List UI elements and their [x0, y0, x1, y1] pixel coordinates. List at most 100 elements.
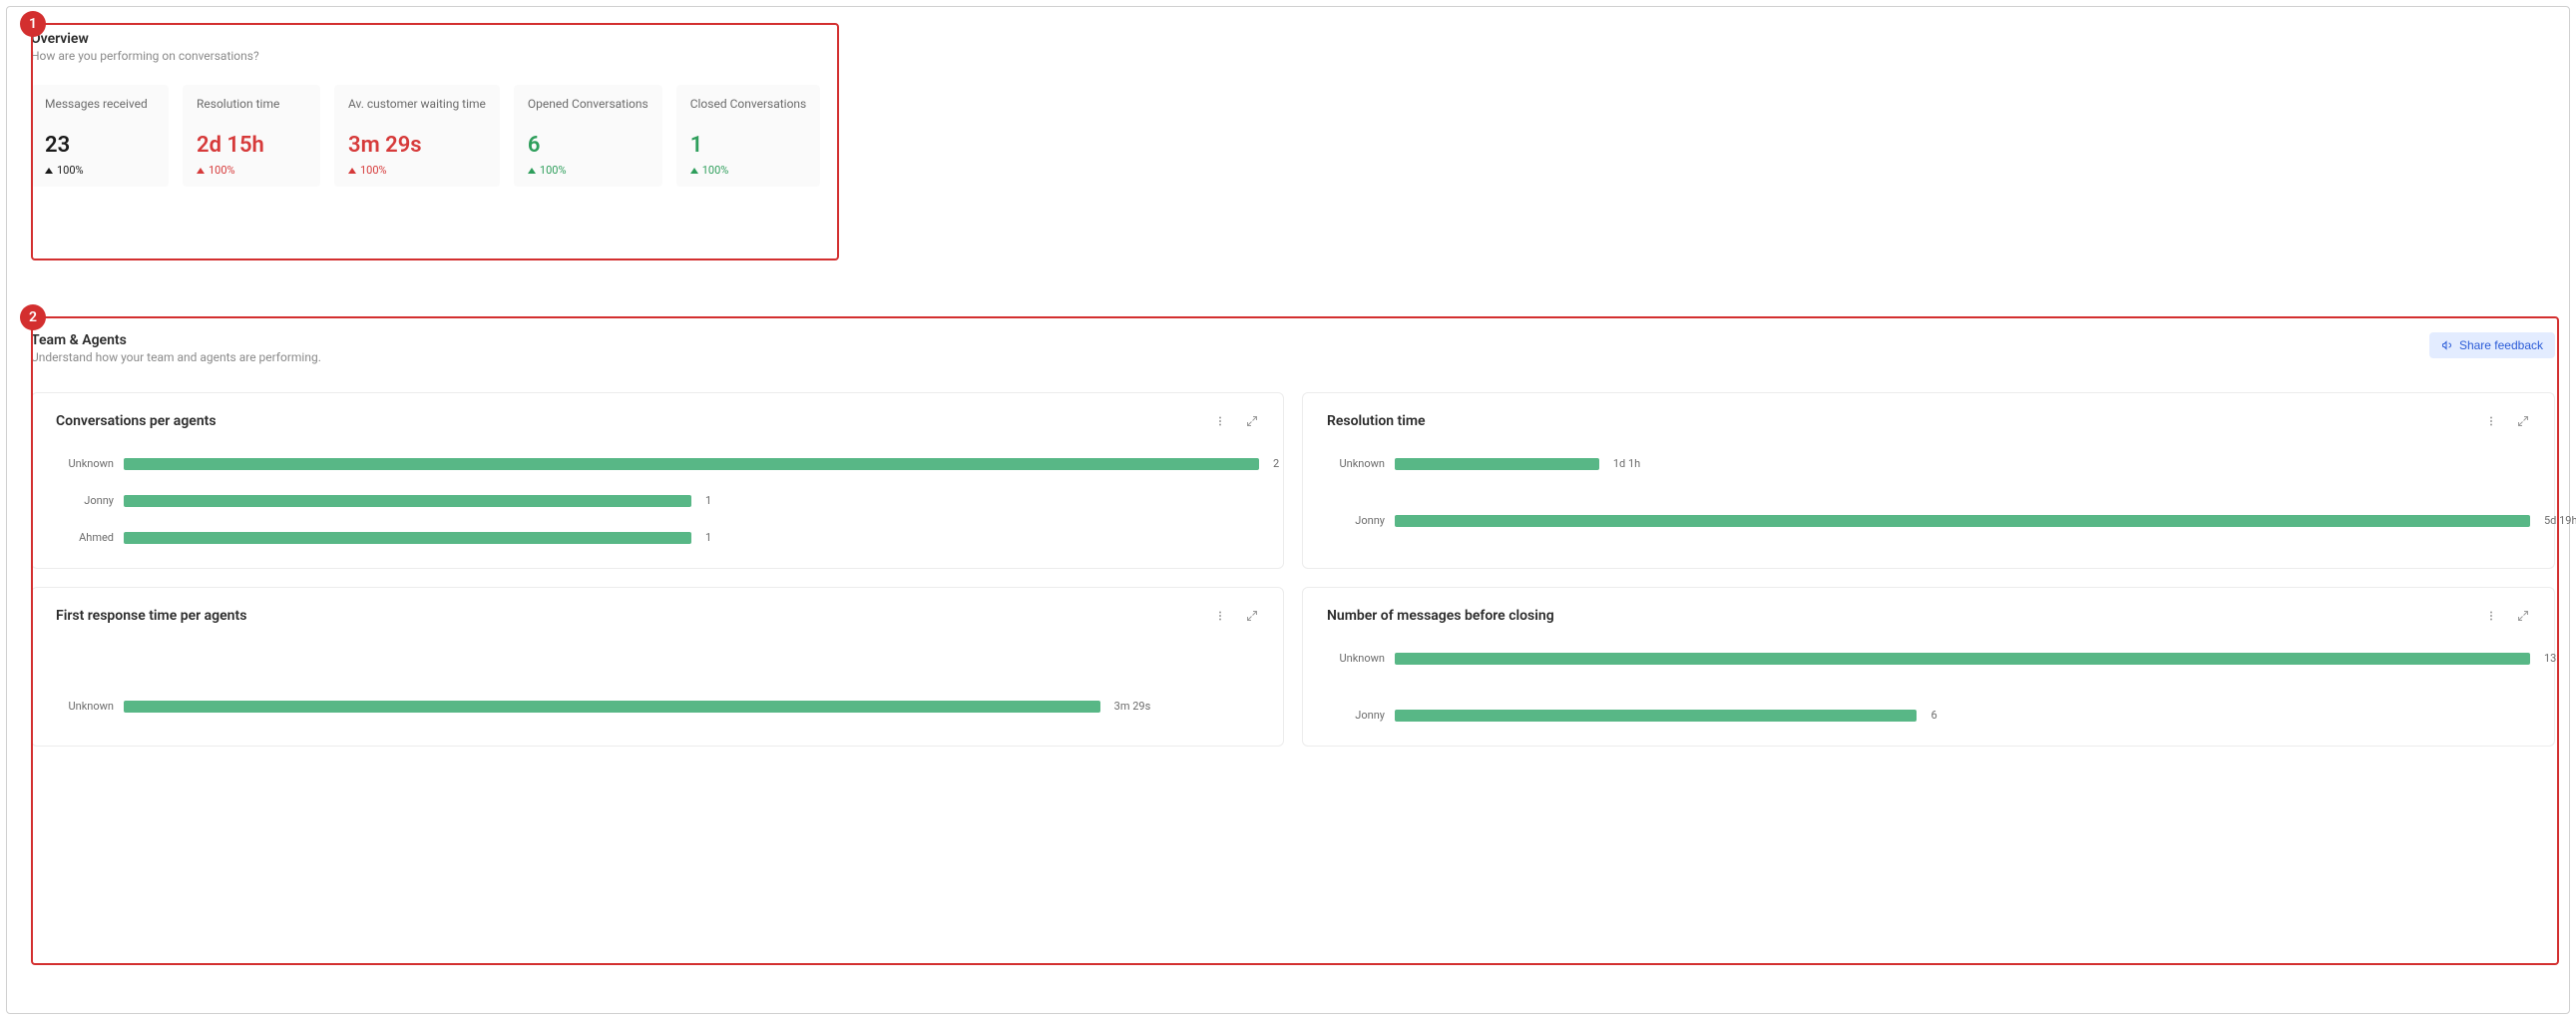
chart-bars: Unknown 3m 29s [56, 652, 1259, 713]
bar-value: 6 [1931, 709, 1936, 722]
metric-delta-text: 100% [702, 164, 729, 177]
bar-row: Unknown 13 [1327, 652, 2530, 665]
metric-delta-text: 100% [540, 164, 567, 177]
bar-track: 6 [1395, 710, 2530, 722]
metric-value: 23 [45, 133, 155, 158]
bar-value: 1 [705, 531, 711, 544]
bar-value: 2 [1273, 457, 1279, 470]
metric-delta: 100% [197, 164, 306, 177]
more-icon[interactable] [1213, 414, 1227, 428]
team-title: Team & Agents [31, 332, 321, 348]
metric-card: Opened Conversations 6 100% [514, 85, 662, 187]
bar-fill [124, 458, 1259, 470]
chart-title: Conversations per agents [56, 413, 216, 429]
bar-label: Jonny [1327, 514, 1385, 527]
bar-row: Unknown 2 [56, 457, 1259, 470]
bar-value: 5d 19h [2544, 514, 2576, 527]
bar-label: Unknown [56, 457, 114, 470]
chart-card: Number of messages before closing Unknown… [1302, 587, 2555, 747]
chart-actions [1213, 609, 1259, 623]
overview-title: Overview [31, 31, 829, 47]
chart-header: First response time per agents [56, 608, 1259, 624]
metric-delta: 100% [528, 164, 648, 177]
chart-header: Number of messages before closing [1327, 608, 2530, 624]
bar-row: Jonny 5d 19h [1327, 514, 2530, 527]
chart-card: Resolution time Unknown 1d 1h Jonny 5d 19h [1302, 392, 2555, 569]
bar-label: Jonny [1327, 709, 1385, 722]
team-subtitle: Understand how your team and agents are … [31, 350, 321, 364]
chart-card: Conversations per agentsUnknown2Jonny1Ah… [31, 392, 1284, 569]
expand-icon[interactable] [1245, 414, 1259, 428]
triangle-up-icon [197, 168, 205, 174]
overview-subtitle: How are you performing on conversations? [31, 49, 829, 63]
page-frame: 1 2 Overview How are you performing on c… [6, 6, 2570, 1014]
chart-actions [1213, 414, 1259, 428]
bar-value: 3m 29s [1114, 700, 1151, 713]
metric-label: Resolution time [197, 97, 306, 127]
metric-value: 3m 29s [348, 133, 486, 158]
bar-track: 3m 29s [124, 701, 1259, 713]
triangle-up-icon [45, 168, 53, 174]
metric-card: Resolution time2d 15h100% [183, 85, 320, 187]
metric-value: 1 [690, 133, 807, 158]
bar-row: Unknown 3m 29s [56, 700, 1259, 713]
chart-actions [2484, 414, 2530, 428]
chart-card: First response time per agents Unknown 3m … [31, 587, 1284, 747]
share-feedback-button[interactable]: Share feedback [2429, 332, 2555, 358]
bar-label: Jonny [56, 494, 114, 507]
bar-track: 1 [124, 495, 1259, 507]
bar-track: 5d 19h [1395, 515, 2530, 527]
metric-delta-text: 100% [209, 164, 235, 177]
bar-track: 13 [1395, 653, 2530, 665]
share-feedback-label: Share feedback [2459, 338, 2543, 352]
more-icon[interactable] [1213, 609, 1227, 623]
metric-card: Av. customer waiting time 3m 29s 100% [334, 85, 500, 187]
bar-row: Unknown 1d 1h [1327, 457, 2530, 470]
megaphone-icon [2441, 339, 2453, 351]
metric-value: 6 [528, 133, 648, 158]
metric-label: Closed Conversations [690, 97, 807, 127]
metric-delta: 100% [45, 164, 155, 177]
bar-label: Unknown [1327, 457, 1385, 470]
chart-bars: Unknown 2 Jonny 1 Ahmed 1 [56, 457, 1259, 544]
bar-label: Unknown [1327, 652, 1385, 665]
metric-label: Messages received [45, 97, 155, 127]
bar-fill [1395, 458, 1599, 470]
bar-label: Ahmed [56, 531, 114, 544]
metric-card: Closed Conversations 1 100% [676, 85, 821, 187]
annotation-circle-2: 2 [20, 304, 46, 330]
chart-bars: Unknown 13 Jonny 6 [1327, 652, 2530, 722]
team-header: Team & Agents Understand how your team a… [31, 332, 2555, 364]
bar-track: 2 [124, 458, 1259, 470]
bar-label: Unknown [56, 700, 114, 713]
bar-row: Ahmed 1 [56, 531, 1259, 544]
chart-bars: Unknown 1d 1h Jonny 5d 19h [1327, 457, 2530, 527]
bar-track: 1 [124, 532, 1259, 544]
metric-delta-text: 100% [57, 164, 84, 177]
bar-fill [124, 532, 691, 544]
triangle-up-icon [690, 168, 698, 174]
chart-title: Number of messages before closing [1327, 608, 1554, 624]
metrics-row: Messages received23100%Resolution time2d… [31, 85, 829, 187]
bar-value: 1d 1h [1613, 457, 1640, 470]
team-section: Team & Agents Understand how your team a… [31, 332, 2555, 747]
metric-delta: 100% [348, 164, 486, 177]
bar-value: 13 [2544, 652, 2556, 665]
bar-fill [1395, 710, 1917, 722]
more-icon[interactable] [2484, 414, 2498, 428]
expand-icon[interactable] [1245, 609, 1259, 623]
bar-fill [124, 495, 691, 507]
chart-actions [2484, 609, 2530, 623]
metric-delta: 100% [690, 164, 807, 177]
more-icon[interactable] [2484, 609, 2498, 623]
chart-title: First response time per agents [56, 608, 246, 624]
metric-delta-text: 100% [360, 164, 387, 177]
metric-card: Messages received 23 100% [31, 85, 169, 187]
chart-title: Resolution time [1327, 413, 1426, 429]
bar-fill [124, 701, 1100, 713]
metric-label: Av. customer waiting time [348, 97, 486, 127]
metric-label: Opened Conversations [528, 97, 648, 127]
expand-icon[interactable] [2516, 609, 2530, 623]
expand-icon[interactable] [2516, 414, 2530, 428]
bar-fill [1395, 515, 2530, 527]
